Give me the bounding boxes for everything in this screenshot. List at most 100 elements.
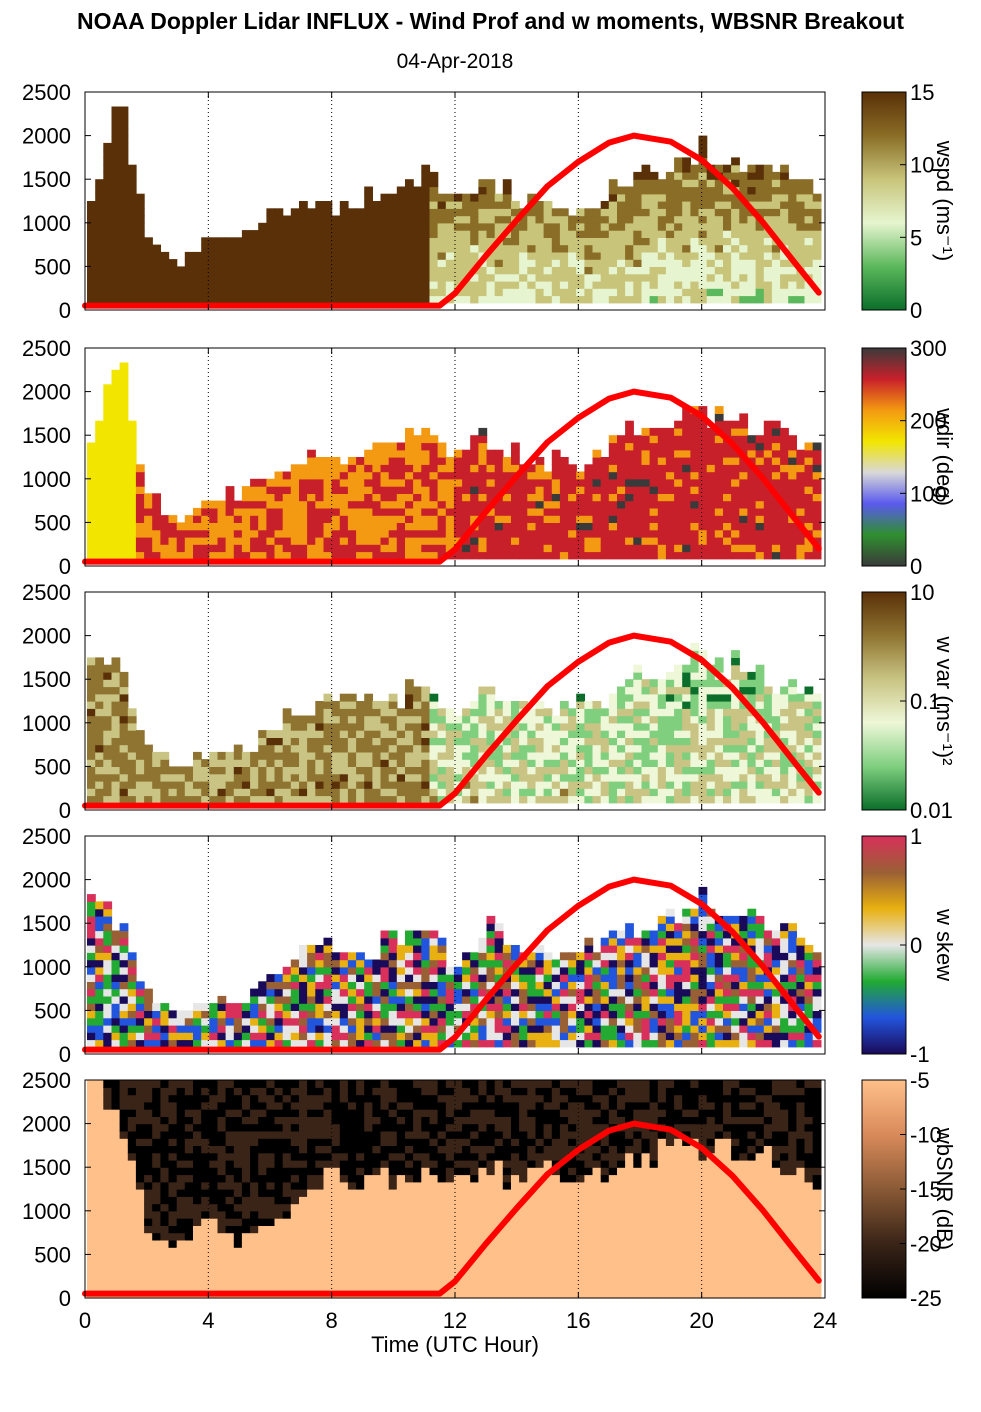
heatmap-cell [559,730,569,738]
heatmap-cell [95,981,104,990]
heatmap-cell [250,500,259,509]
heatmap-cell [584,981,594,990]
heatmap-cell [111,945,121,953]
heatmap-cell [127,230,137,238]
heatmap-cell [511,222,520,231]
heatmap-cell [364,259,373,267]
heatmap-cell [682,693,691,702]
y-tick-label: 2000 [22,624,71,649]
heatmap-cell [641,500,651,509]
heatmap-cell [706,208,716,217]
heatmap-cell [111,273,121,282]
heatmap-cell [193,266,202,275]
heatmap-cell [339,795,349,804]
heatmap-cell [87,507,96,516]
heatmap-cell [95,230,104,238]
heatmap-cell [453,259,463,267]
heatmap-cell [470,966,479,975]
heatmap-cell [739,259,749,267]
heatmap-cell [617,1024,626,1033]
heatmap-cell [600,280,610,289]
heatmap-cell [364,500,373,509]
heatmap-cell [413,1024,422,1033]
heatmap-cell [527,780,537,789]
heatmap-cell [372,759,382,767]
heatmap-cell [103,507,113,516]
heatmap-cell [315,529,325,538]
heatmap-cell [763,730,773,738]
heatmap-cell [657,795,667,804]
heatmap-cell [119,988,129,997]
heatmap-cell [453,449,463,458]
heatmap-cell [478,237,488,246]
heatmap-cell [119,730,129,738]
heatmap-cell [462,515,471,523]
heatmap-cell [307,744,316,753]
heatmap-cell [372,266,382,275]
heatmap-cell [372,766,382,775]
heatmap-cell [649,773,659,782]
heatmap-cell [421,773,431,782]
heatmap-cell [405,237,414,246]
heatmap-cell [674,478,683,487]
heatmap-cell [315,744,325,753]
heatmap-cell [209,522,219,531]
heatmap-cell [111,157,121,166]
heatmap-cell [405,937,414,946]
heatmap-cell [127,780,137,789]
heatmap-cell [788,715,797,724]
heatmap-cell [600,201,610,209]
heatmap-cell [559,251,569,260]
heatmap-cell [135,464,145,473]
heatmap-cell [356,981,365,990]
heatmap-cell [372,1039,382,1048]
heatmap-cell [568,259,577,267]
heatmap-cell [657,701,667,709]
heatmap-cell [233,273,243,282]
heatmap-cell [429,1024,439,1033]
heatmap-cell [617,536,626,545]
heatmap-cell [657,193,667,202]
heatmap-cell [731,529,740,538]
heatmap-cell [241,486,251,494]
heatmap-cell [592,457,602,465]
heatmap-cell [388,208,398,217]
heatmap-cell [209,529,219,538]
heatmap-cell [584,486,594,494]
heatmap-cell [453,988,463,997]
heatmap-cell [95,471,104,480]
heatmap-cell [396,737,406,746]
heatmap-cell [299,259,308,267]
heatmap-cell [95,529,104,538]
heatmap-cell [274,988,284,997]
heatmap-cell [698,708,708,717]
heatmap-cell [413,715,422,724]
heatmap-cell [657,464,667,473]
heatmap-cell [144,744,153,753]
heatmap-cell [144,766,153,775]
heatmap-cell [299,251,308,260]
heatmap-cell [633,995,643,1004]
heatmap-cell [739,529,749,538]
heatmap-cell [119,930,129,939]
heatmap-cell [771,457,781,465]
heatmap-cell [470,1024,479,1033]
heatmap-cell [584,522,594,531]
heatmap-cell [674,259,683,267]
heatmap-cell [812,522,822,531]
heatmap-cell [771,171,781,180]
colorbar-tick-label: 0 [910,554,922,579]
heatmap-cell [568,759,577,767]
heatmap-cell [233,788,243,797]
heatmap-cell [559,529,569,538]
heatmap-cell [405,529,414,538]
heatmap-cell [144,1003,153,1011]
heatmap-cell [160,273,170,282]
heatmap-cell [763,701,773,709]
heatmap-cell [103,500,113,509]
heatmap-cell [812,208,822,217]
heatmap-cell [356,536,365,545]
heatmap-cell [502,215,512,224]
heatmap-cell [584,1003,594,1011]
